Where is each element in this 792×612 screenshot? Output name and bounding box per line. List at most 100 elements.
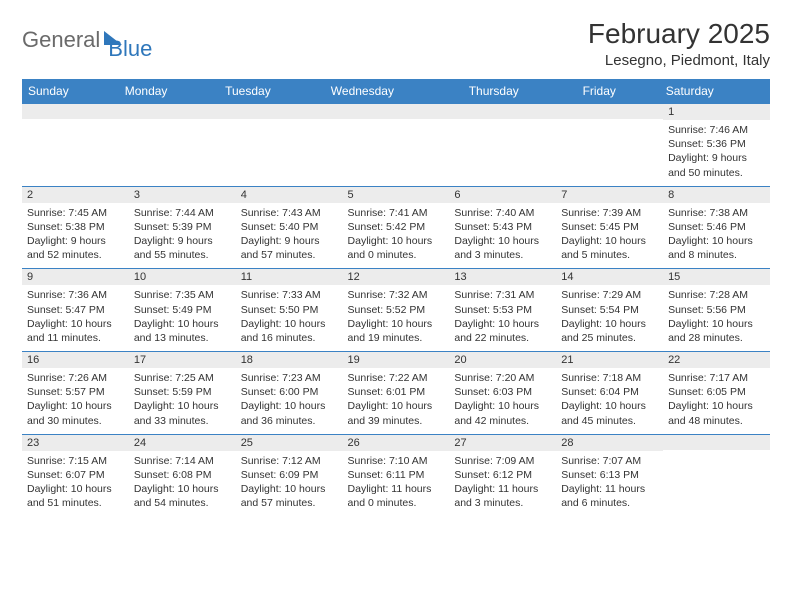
sunrise-text: Sunrise: 7:32 AM: [348, 288, 445, 302]
calendar-body: 1Sunrise: 7:46 AMSunset: 5:36 PMDaylight…: [22, 103, 770, 516]
sunrise-text: Sunrise: 7:12 AM: [241, 454, 338, 468]
day-details: Sunrise: 7:09 AMSunset: 6:12 PMDaylight:…: [449, 451, 556, 517]
sunrise-text: Sunrise: 7:14 AM: [134, 454, 231, 468]
day-cell: 5Sunrise: 7:41 AMSunset: 5:42 PMDaylight…: [343, 186, 450, 269]
sunrise-text: Sunrise: 7:39 AM: [561, 206, 658, 220]
day-details: [556, 119, 663, 177]
day-cell: 7Sunrise: 7:39 AMSunset: 5:45 PMDaylight…: [556, 186, 663, 269]
day-cell: 10Sunrise: 7:35 AMSunset: 5:49 PMDayligh…: [129, 269, 236, 352]
day-details: Sunrise: 7:12 AMSunset: 6:09 PMDaylight:…: [236, 451, 343, 517]
daylight-text: Daylight: 11 hours and 3 minutes.: [454, 482, 551, 510]
sunset-text: Sunset: 5:42 PM: [348, 220, 445, 234]
sunset-text: Sunset: 5:43 PM: [454, 220, 551, 234]
sunset-text: Sunset: 5:57 PM: [27, 385, 124, 399]
day-details: Sunrise: 7:14 AMSunset: 6:08 PMDaylight:…: [129, 451, 236, 517]
day-cell: 2Sunrise: 7:45 AMSunset: 5:38 PMDaylight…: [22, 186, 129, 269]
day-cell: [449, 104, 556, 187]
day-cell: 8Sunrise: 7:38 AMSunset: 5:46 PMDaylight…: [663, 186, 770, 269]
day-details: [236, 119, 343, 177]
sunset-text: Sunset: 6:04 PM: [561, 385, 658, 399]
sunset-text: Sunset: 6:07 PM: [27, 468, 124, 482]
sunset-text: Sunset: 6:11 PM: [348, 468, 445, 482]
day-details: Sunrise: 7:26 AMSunset: 5:57 PMDaylight:…: [22, 368, 129, 434]
day-number: 6: [449, 187, 556, 203]
day-details: Sunrise: 7:32 AMSunset: 5:52 PMDaylight:…: [343, 285, 450, 351]
day-number: 8: [663, 187, 770, 203]
day-cell: [22, 104, 129, 187]
dow-saturday: Saturday: [660, 79, 770, 103]
title-block: February 2025 Lesegno, Piedmont, Italy: [588, 18, 770, 69]
day-number: 4: [236, 187, 343, 203]
sunset-text: Sunset: 5:47 PM: [27, 303, 124, 317]
brand-logo: General Blue: [22, 18, 152, 62]
day-cell: 6Sunrise: 7:40 AMSunset: 5:43 PMDaylight…: [449, 186, 556, 269]
day-cell: 23Sunrise: 7:15 AMSunset: 6:07 PMDayligh…: [22, 434, 129, 516]
week-row: 9Sunrise: 7:36 AMSunset: 5:47 PMDaylight…: [22, 269, 770, 352]
day-details: Sunrise: 7:44 AMSunset: 5:39 PMDaylight:…: [129, 203, 236, 269]
day-number: [663, 435, 770, 450]
daylight-text: Daylight: 10 hours and 28 minutes.: [668, 317, 765, 345]
day-number: [343, 104, 450, 119]
day-cell: 21Sunrise: 7:18 AMSunset: 6:04 PMDayligh…: [556, 352, 663, 435]
daylight-text: Daylight: 10 hours and 19 minutes.: [348, 317, 445, 345]
day-cell: 24Sunrise: 7:14 AMSunset: 6:08 PMDayligh…: [129, 434, 236, 516]
day-number: 24: [129, 435, 236, 451]
day-number: 2: [22, 187, 129, 203]
sunset-text: Sunset: 6:09 PM: [241, 468, 338, 482]
day-number: [129, 104, 236, 119]
day-cell: 3Sunrise: 7:44 AMSunset: 5:39 PMDaylight…: [129, 186, 236, 269]
sunrise-text: Sunrise: 7:29 AM: [561, 288, 658, 302]
daylight-text: Daylight: 9 hours and 57 minutes.: [241, 234, 338, 262]
day-cell: [343, 104, 450, 187]
sunset-text: Sunset: 6:13 PM: [561, 468, 658, 482]
day-number: 3: [129, 187, 236, 203]
day-number: 25: [236, 435, 343, 451]
sunrise-text: Sunrise: 7:23 AM: [241, 371, 338, 385]
daylight-text: Daylight: 10 hours and 57 minutes.: [241, 482, 338, 510]
sunset-text: Sunset: 6:12 PM: [454, 468, 551, 482]
sunrise-text: Sunrise: 7:26 AM: [27, 371, 124, 385]
day-details: Sunrise: 7:33 AMSunset: 5:50 PMDaylight:…: [236, 285, 343, 351]
week-row: 1Sunrise: 7:46 AMSunset: 5:36 PMDaylight…: [22, 104, 770, 187]
dow-sunday: Sunday: [22, 79, 119, 103]
sunset-text: Sunset: 6:01 PM: [348, 385, 445, 399]
day-number: 22: [663, 352, 770, 368]
day-number: 13: [449, 269, 556, 285]
day-details: Sunrise: 7:46 AMSunset: 5:36 PMDaylight:…: [663, 120, 770, 186]
sunset-text: Sunset: 6:05 PM: [668, 385, 765, 399]
daylight-text: Daylight: 10 hours and 8 minutes.: [668, 234, 765, 262]
sunrise-text: Sunrise: 7:22 AM: [348, 371, 445, 385]
day-number: 9: [22, 269, 129, 285]
sunset-text: Sunset: 5:59 PM: [134, 385, 231, 399]
sunset-text: Sunset: 6:00 PM: [241, 385, 338, 399]
dow-monday: Monday: [119, 79, 219, 103]
daylight-text: Daylight: 10 hours and 51 minutes.: [27, 482, 124, 510]
day-details: Sunrise: 7:20 AMSunset: 6:03 PMDaylight:…: [449, 368, 556, 434]
day-number: 19: [343, 352, 450, 368]
sunrise-text: Sunrise: 7:44 AM: [134, 206, 231, 220]
day-number: 5: [343, 187, 450, 203]
daylight-text: Daylight: 10 hours and 39 minutes.: [348, 399, 445, 427]
sunrise-text: Sunrise: 7:35 AM: [134, 288, 231, 302]
day-number: 10: [129, 269, 236, 285]
week-row: 2Sunrise: 7:45 AMSunset: 5:38 PMDaylight…: [22, 186, 770, 269]
day-number: 18: [236, 352, 343, 368]
day-details: Sunrise: 7:36 AMSunset: 5:47 PMDaylight:…: [22, 285, 129, 351]
day-number: 21: [556, 352, 663, 368]
day-details: Sunrise: 7:07 AMSunset: 6:13 PMDaylight:…: [556, 451, 663, 517]
day-number: 7: [556, 187, 663, 203]
sunset-text: Sunset: 5:40 PM: [241, 220, 338, 234]
day-cell: [556, 104, 663, 187]
day-cell: [663, 434, 770, 516]
sunset-text: Sunset: 5:52 PM: [348, 303, 445, 317]
day-cell: 4 Sunrise: 7:43 AMSunset: 5:40 PMDaylight…: [236, 186, 343, 269]
sunrise-text: Sunrise: 7:38 AM: [668, 206, 765, 220]
sunrise-text: Sunrise: 7:43 AM: [241, 206, 338, 220]
sunrise-text: Sunrise: 7:09 AM: [454, 454, 551, 468]
day-details: [129, 119, 236, 177]
day-cell: 12Sunrise: 7:32 AMSunset: 5:52 PMDayligh…: [343, 269, 450, 352]
day-details: Sunrise: 7:35 AMSunset: 5:49 PMDaylight:…: [129, 285, 236, 351]
daylight-text: Daylight: 10 hours and 33 minutes.: [134, 399, 231, 427]
day-details: Sunrise: 7:18 AMSunset: 6:04 PMDaylight:…: [556, 368, 663, 434]
day-details: Sunrise: 7:25 AMSunset: 5:59 PMDaylight:…: [129, 368, 236, 434]
